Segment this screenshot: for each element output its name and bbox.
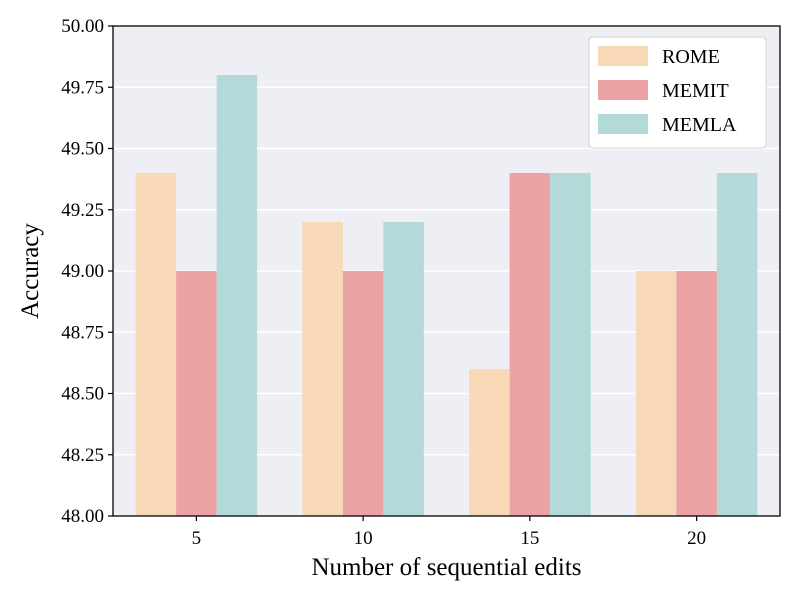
y-tick-label: 48.50 xyxy=(61,384,104,405)
bar-memit-10 xyxy=(342,271,384,516)
x-tick-label: 15 xyxy=(520,528,539,549)
legend-label-memla: MEMLA xyxy=(662,114,737,136)
bar-memit-20 xyxy=(676,271,717,516)
bar-memla-10 xyxy=(383,222,424,516)
bar-rome-15 xyxy=(469,369,510,516)
bar-memit-5 xyxy=(176,271,217,516)
y-tick-label: 50.00 xyxy=(61,16,104,37)
x-axis-ticks: 5 10 15 20 xyxy=(192,516,706,549)
y-axis-label: Accuracy xyxy=(17,223,44,319)
x-axis-label: Number of sequential edits xyxy=(311,554,581,581)
legend-swatch-memit xyxy=(598,80,648,100)
y-axis-ticks: 48.00 48.25 48.50 48.75 49.00 49.25 49.50 49.75… xyxy=(61,16,113,527)
legend-swatch-memla xyxy=(598,114,648,134)
bar-memla-15 xyxy=(550,173,591,516)
x-tick-label: 5 xyxy=(192,528,202,549)
legend: ROME MEMIT MEMLA xyxy=(588,36,767,149)
y-tick-label: 49.50 xyxy=(61,139,104,160)
bars xyxy=(135,75,758,516)
legend-swatch-rome xyxy=(598,46,648,66)
y-tick-label: 48.00 xyxy=(61,506,104,527)
bar-memla-5 xyxy=(216,75,258,516)
legend-label-rome: ROME xyxy=(662,46,720,68)
y-tick-label: 49.75 xyxy=(61,77,104,98)
x-tick-label: 10 xyxy=(354,528,373,549)
bar-rome-10 xyxy=(302,222,343,516)
y-tick-label: 48.75 xyxy=(61,322,104,343)
bar-memla-20 xyxy=(716,173,758,516)
bar-memit-15 xyxy=(509,173,551,516)
y-tick-label: 49.00 xyxy=(61,261,104,282)
bar-rome-5 xyxy=(135,173,177,516)
x-tick-label: 20 xyxy=(687,528,706,549)
legend-label-memit: MEMIT xyxy=(662,80,729,102)
bar-rome-20 xyxy=(635,271,677,516)
y-tick-label: 49.25 xyxy=(61,200,104,221)
y-tick-label: 48.25 xyxy=(61,445,104,466)
